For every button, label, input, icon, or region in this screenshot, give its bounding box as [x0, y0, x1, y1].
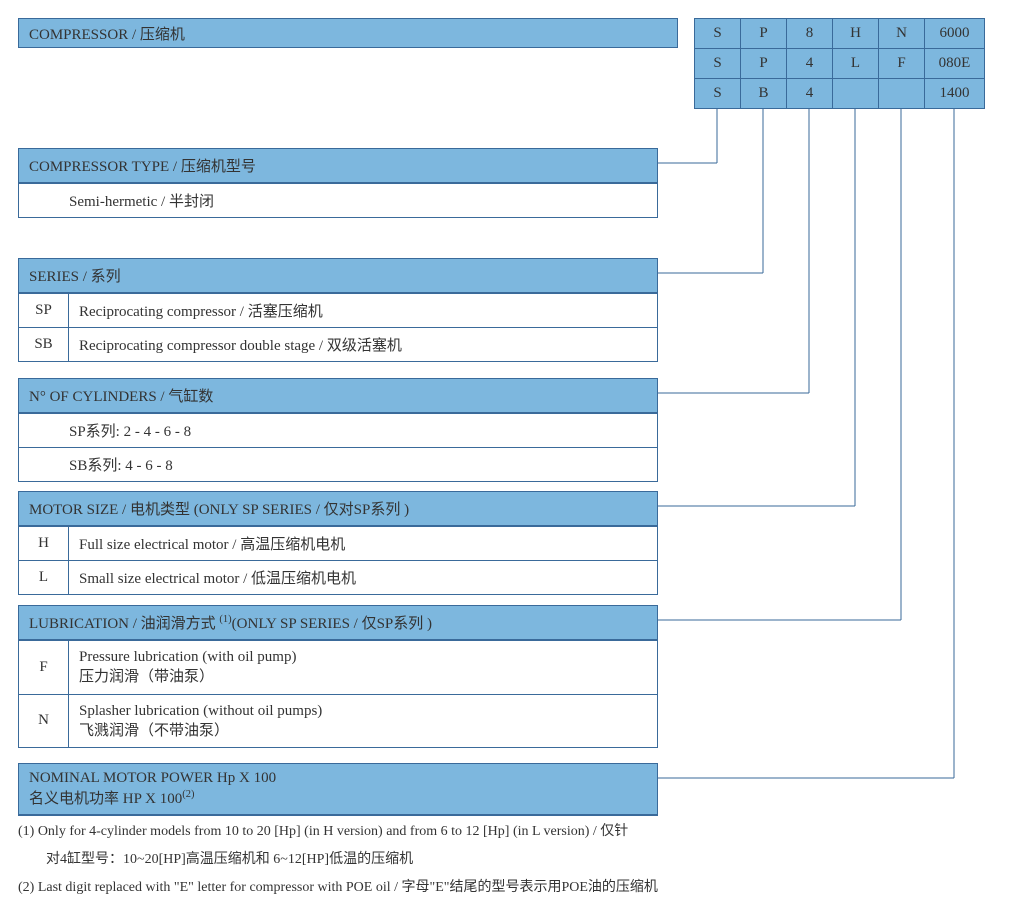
code-cell: P: [741, 19, 787, 49]
row-code: H: [19, 527, 69, 560]
row-text: Small size electrical motor / 低温压缩机电机: [69, 561, 657, 594]
row-text: SB系列: 4 - 6 - 8: [19, 448, 657, 481]
code-example-grid: SP8HN6000 SP4LF080E SB4 1400: [694, 18, 985, 109]
code-cell: F: [879, 49, 925, 79]
code-cell: S: [695, 49, 741, 79]
code-cell: 1400: [925, 79, 985, 109]
code-cell: N: [879, 19, 925, 49]
section-row: NSplasher lubrication (without oil pumps…: [19, 694, 657, 748]
section-row: SB系列: 4 - 6 - 8: [19, 447, 657, 481]
section-header: SERIES / 系列: [19, 259, 657, 293]
section-header: NOMINAL MOTOR POWER Hp X 100名义电机功率 HP X …: [19, 764, 657, 815]
code-cell: [833, 79, 879, 109]
section-row: HFull size electrical motor / 高温压缩机电机: [19, 526, 657, 560]
row-text: Semi-hermetic / 半封闭: [19, 184, 657, 217]
footnote-line: (2) Last digit replaced with "E" letter …: [18, 874, 658, 902]
section-row: SP系列: 2 - 4 - 6 - 8: [19, 413, 657, 447]
code-cell: H: [833, 19, 879, 49]
diagram-canvas: COMPRESSOR / 压缩机 SP8HN6000SP4LF080ESB414…: [18, 18, 1000, 879]
section-header: COMPRESSOR TYPE / 压缩机型号: [19, 149, 657, 183]
footnote-line: 对4缸型号：10~20[HP]高温压缩机和 6~12[HP]低温的压缩机: [18, 846, 658, 874]
row-code: L: [19, 561, 69, 594]
code-cell: P: [741, 49, 787, 79]
section-row: SBReciprocating compressor double stage …: [19, 327, 657, 361]
code-cell: S: [695, 19, 741, 49]
section-row: SPReciprocating compressor / 活塞压缩机: [19, 293, 657, 327]
code-cell: 6000: [925, 19, 985, 49]
code-cell: 4: [787, 79, 833, 109]
row-text: Reciprocating compressor double stage / …: [69, 328, 657, 361]
row-code: SP: [19, 294, 69, 327]
row-code: N: [19, 695, 69, 748]
section-power: NOMINAL MOTOR POWER Hp X 100名义电机功率 HP X …: [18, 763, 658, 816]
row-text: Full size electrical motor / 高温压缩机电机: [69, 527, 657, 560]
section-motor: MOTOR SIZE / 电机类型 (ONLY SP SERIES / 仅对SP…: [18, 491, 658, 595]
row-code: SB: [19, 328, 69, 361]
footnote-line: (1) Only for 4-cylinder models from 10 t…: [18, 818, 658, 846]
section-cylinders: N° OF CYLINDERS / 气缸数SP系列: 2 - 4 - 6 - 8…: [18, 378, 658, 482]
code-cell: 8: [787, 19, 833, 49]
section-row: LSmall size electrical motor / 低温压缩机电机: [19, 560, 657, 594]
code-cell: 4: [787, 49, 833, 79]
section-header: N° OF CYLINDERS / 气缸数: [19, 379, 657, 413]
section-type: COMPRESSOR TYPE / 压缩机型号Semi-hermetic / 半…: [18, 148, 658, 218]
code-cell: B: [741, 79, 787, 109]
section-series: SERIES / 系列SPReciprocating compressor / …: [18, 258, 658, 362]
compressor-header: COMPRESSOR / 压缩机: [18, 18, 678, 48]
section-row: Semi-hermetic / 半封闭: [19, 183, 657, 217]
row-text: Pressure lubrication (with oil pump)压力润滑…: [69, 641, 657, 694]
section-row: FPressure lubrication (with oil pump)压力润…: [19, 640, 657, 694]
code-cell: S: [695, 79, 741, 109]
code-cell: [879, 79, 925, 109]
section-lubrication: LUBRICATION / 油润滑方式 (1)(ONLY SP SERIES /…: [18, 605, 658, 748]
row-text: Reciprocating compressor / 活塞压缩机: [69, 294, 657, 327]
row-code: F: [19, 641, 69, 694]
code-cell: 080E: [925, 49, 985, 79]
row-text: Splasher lubrication (without oil pumps)…: [69, 695, 657, 748]
row-text: SP系列: 2 - 4 - 6 - 8: [19, 414, 657, 447]
section-header: MOTOR SIZE / 电机类型 (ONLY SP SERIES / 仅对SP…: [19, 492, 657, 526]
section-header: LUBRICATION / 油润滑方式 (1)(ONLY SP SERIES /…: [19, 606, 657, 640]
code-cell: L: [833, 49, 879, 79]
footnotes: (1) Only for 4-cylinder models from 10 t…: [18, 818, 658, 902]
